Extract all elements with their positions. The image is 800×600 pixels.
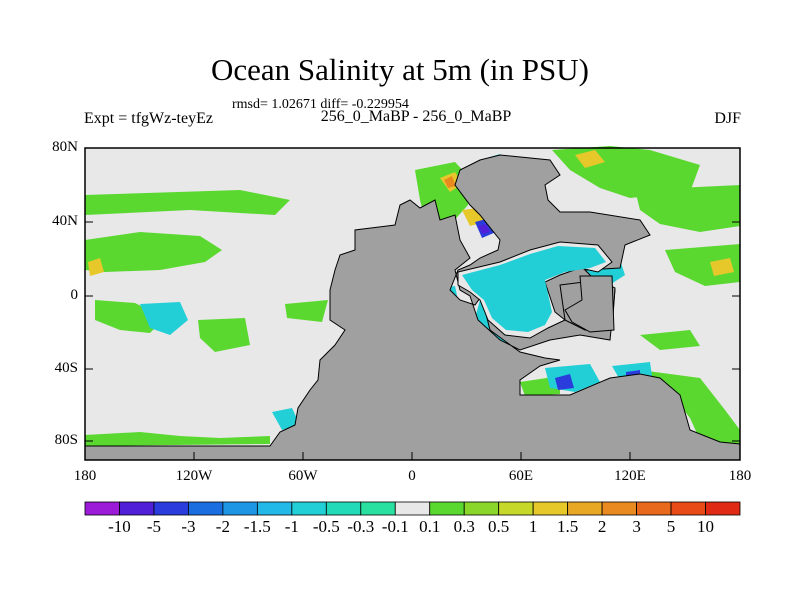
colorbar-label: -0.5 [312,517,340,536]
colorbar-label: -0.3 [347,517,375,536]
x-tick-120w: 120W [175,468,213,484]
colorbar-label: 5 [666,517,676,536]
colorbar-swatch [532,501,569,516]
colorbar-swatch [360,501,396,516]
colorbar-swatch [119,501,155,516]
colorbar-label: -10 [108,517,131,536]
colorbar-label: 1 [528,517,538,536]
colorbar-label: 1.5 [557,517,579,536]
y-tick-40s: 40S [54,360,78,376]
x-tick-60w: 60W [288,468,318,484]
inner-landmass [564,275,615,333]
y-tick-40n: 40N [52,213,78,229]
x-tick-120e: 120E [614,468,646,484]
colorbar-label: -0.1 [381,517,409,536]
colorbar-label: -1.5 [243,517,271,536]
colorbar-swatch [636,501,672,516]
colorbar-swatch [498,501,534,516]
colorbar-label: 0.5 [488,517,510,536]
colorbar-swatch [153,501,189,516]
season-label: DJF [714,110,741,127]
colorbar-label: -2 [215,517,230,536]
colorbar-swatch [325,501,362,516]
colorbar [84,501,741,516]
colorbar-swatch [705,501,741,516]
colorbar-label: -3 [181,517,196,536]
colorbar-swatch [429,501,465,516]
x-tick-0: 0 [408,468,416,484]
colorbar-swatch [601,501,637,516]
colorbar-swatch [256,501,293,516]
colorbar-swatch [670,501,706,516]
x-tick-60e: 60E [508,468,534,484]
stats-line: rmsd= 1.02671 diff= -0.229954 [232,97,409,112]
y-tick-80n: 80N [52,139,78,155]
colorbar-swatch [463,501,500,516]
colorbar-label: 10 [697,517,715,536]
colorbar-swatch [394,501,431,516]
colorbar-swatch [291,501,327,516]
colorbar-label: 0.1 [419,517,441,536]
x-tick-180w: 180 [73,468,97,484]
y-tick-80s: 80S [54,432,78,448]
axis-ticks [84,147,741,460]
inland-sea-anomaly [462,246,606,332]
colorbar-label: -1 [284,517,299,536]
colorbar-label: -5 [146,517,162,536]
experiment-label: Expt = tfgWz-teyEz [84,110,213,127]
colorbar-label: 3 [632,517,641,536]
colorbar-swatch [222,501,258,516]
colorbar-swatch [188,501,224,516]
colorbar-swatch [84,501,120,516]
colorbar-label: 0.3 [453,517,475,536]
y-tick-0: 0 [70,287,79,303]
plot-title: Ocean Salinity at 5m (in PSU) [211,52,589,87]
colorbar-swatch [567,501,603,516]
center-label: 256_0_MaBP - 256_0_MaBP [320,108,512,125]
x-tick-180e: 180 [728,468,752,484]
colorbar-label: 2 [597,517,607,536]
